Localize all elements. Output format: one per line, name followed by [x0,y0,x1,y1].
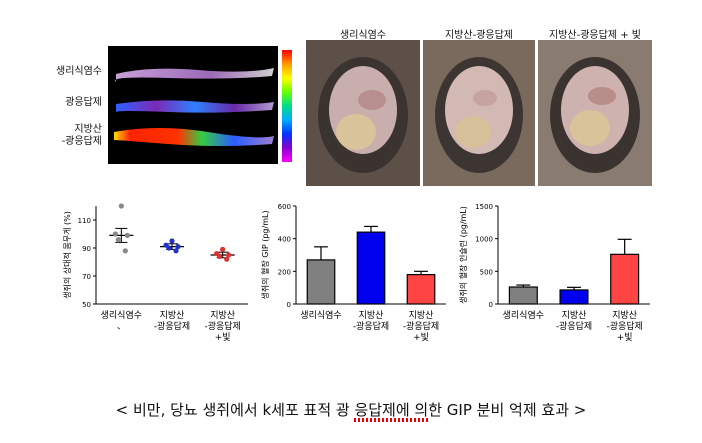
mouse-photo-fattyacid [423,40,535,186]
y-tick-label: 70 [82,273,91,281]
category-label-line: -광응답제 [606,320,642,332]
bar [508,286,538,305]
category-label: 지방산 -광응답제 +빛 [606,310,642,343]
category-label-line: 지방산 [160,310,185,321]
y-tick-label: 1000 [475,236,493,244]
category-label: 지방산 -광응답제 [556,310,592,332]
y-axis-label: 생쥐의 혈장 인슐린 (pg/mL) [458,206,468,304]
y-axis-label: 생쥐의 상대적 몸무게 (%) [62,211,72,299]
y-tick-label: 0 [287,301,291,309]
imaging-panel [108,46,278,164]
category-label-line: 지방산 [612,310,637,321]
y-tick-label: 50 [82,301,91,309]
category-label-line: 지방산 [562,310,587,321]
figure-caption: < 비만, 당뇨 생쥐에서 k세포 표적 광 응답제에 의한 GIP 분비 억제… [115,401,587,419]
y-tick-label: 1500 [475,203,493,211]
specimen-fattyacid [114,128,274,146]
category-label-line: +빛 [215,332,231,343]
bar [610,253,640,305]
category-label-line: -광응답제 [154,320,190,332]
y-tick-label: 200 [278,268,291,276]
y-tick-label: 600 [278,203,291,211]
mouse-photo-fattyacid-light [538,40,652,186]
y-tick-label: 110 [78,217,91,225]
category-label: 생리식염수 [503,310,544,321]
category-label-line: +빛 [413,332,429,343]
data-point [224,256,230,262]
category-label: 생리식염수、 [101,310,142,332]
data-point [118,203,124,209]
category-label-line: -광응답제 [403,320,439,332]
data-point [124,232,130,238]
data-point [175,244,181,250]
imaging-specimens [114,68,274,146]
imaging-colorbar [282,50,292,162]
y-tick-label: 90 [82,245,91,253]
category-label-line: 생리식염수 [503,310,544,321]
data-point [220,246,226,252]
category-label: 지방산 -광응답제 [353,310,389,332]
y-axis-label: 생쥐의 혈장 GIP (pg/mL) [260,210,270,299]
y-tick-label: 500 [480,268,493,276]
category-label-line: 지방산 [409,310,434,321]
data-point [115,237,121,243]
category-label-line: 생리식염수 [101,310,142,321]
imaging-row-label-3: 지방산 -광응답제 [61,124,102,147]
category-label-line: 지방산 [210,310,235,321]
data-point [169,238,175,244]
category-label: 생리식염수 [300,310,341,321]
specimen-saline [115,68,274,82]
data-point [226,252,232,258]
data-point [166,245,172,251]
category-label-line: 지방산 [359,310,384,321]
category-label-line: 생리식염수 [300,310,341,321]
imaging-row-label-2: 광응답제 [65,97,102,108]
photo-title-saline: 생리식염수 [340,30,386,41]
imaging-row-label-1: 생리식염수 [56,66,102,77]
data-point [122,248,128,254]
category-label: 지방산 -광응답제 [154,310,190,332]
y-tick-label: 0 [489,301,493,309]
data-point [112,231,118,237]
specimen-photoresponsive [116,100,274,113]
category-label-line: -광응답제 [556,320,592,332]
category-label: 지방산 -광응답제 +빛 [204,310,240,343]
photo-title-fattyacid-light: 지방산-광응답제 + 빛 [549,30,641,41]
photo-title-fattyacid: 지방산-광응답제 [444,30,513,41]
spellcheck-underline [354,418,428,422]
category-label: 지방산 -광응답제 +빛 [403,310,439,343]
category-label-line: +빛 [617,332,633,343]
data-point [173,248,179,254]
bar [406,273,436,305]
bar [356,231,386,305]
bar [306,259,336,305]
category-label-line: 、 [117,322,126,332]
bar [559,289,589,305]
y-tick-label: 400 [278,236,291,244]
category-label-line: -광응답제 [204,320,240,332]
mouse-photo-saline [306,40,420,186]
data-point [217,253,223,259]
category-label-line: -광응답제 [353,320,389,332]
